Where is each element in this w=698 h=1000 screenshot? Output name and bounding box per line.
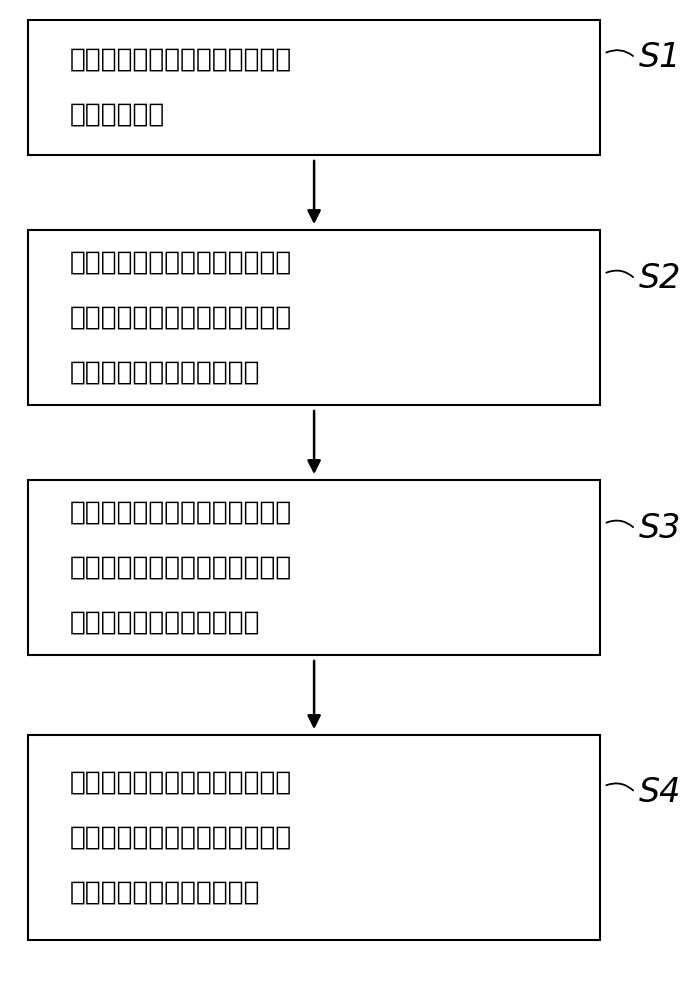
Text: 工况二，红外灯阵对标定板闭环: 工况二，红外灯阵对标定板闭环 bbox=[70, 249, 292, 275]
Text: 偿板对标定板实时温度补偿: 偿板对标定板实时温度补偿 bbox=[70, 359, 260, 385]
Text: 偿板对标定板温度实时补偿: 偿板对标定板温度实时补偿 bbox=[70, 880, 260, 906]
Bar bbox=[28, 480, 600, 655]
Text: 控温，获取对应热流计温度、补: 控温，获取对应热流计温度、补 bbox=[70, 304, 292, 330]
Text: S2: S2 bbox=[639, 262, 681, 296]
Text: 工况四，标定板温度在不同热流: 工况四，标定板温度在不同热流 bbox=[70, 770, 292, 796]
Text: 工况一，标定板温度在恒定热流: 工况一，标定板温度在恒定热流 bbox=[70, 47, 292, 73]
Text: 下对热流计吸收热流的影响，补: 下对热流计吸收热流的影响，补 bbox=[70, 824, 292, 850]
Bar bbox=[28, 735, 600, 940]
Bar bbox=[28, 230, 600, 405]
Text: 下的温度标定: 下的温度标定 bbox=[70, 102, 165, 128]
Text: S3: S3 bbox=[639, 512, 681, 546]
Text: S4: S4 bbox=[639, 776, 681, 809]
Text: 控温，获取对应标定板温度，补: 控温，获取对应标定板温度，补 bbox=[70, 554, 292, 580]
Text: S1: S1 bbox=[639, 41, 681, 74]
Text: 工况三，红外灯阵对热流计闭环: 工况三，红外灯阵对热流计闭环 bbox=[70, 499, 292, 526]
Text: 偿板对标定板温度实时补偿: 偿板对标定板温度实时补偿 bbox=[70, 609, 260, 636]
Bar bbox=[28, 20, 600, 155]
